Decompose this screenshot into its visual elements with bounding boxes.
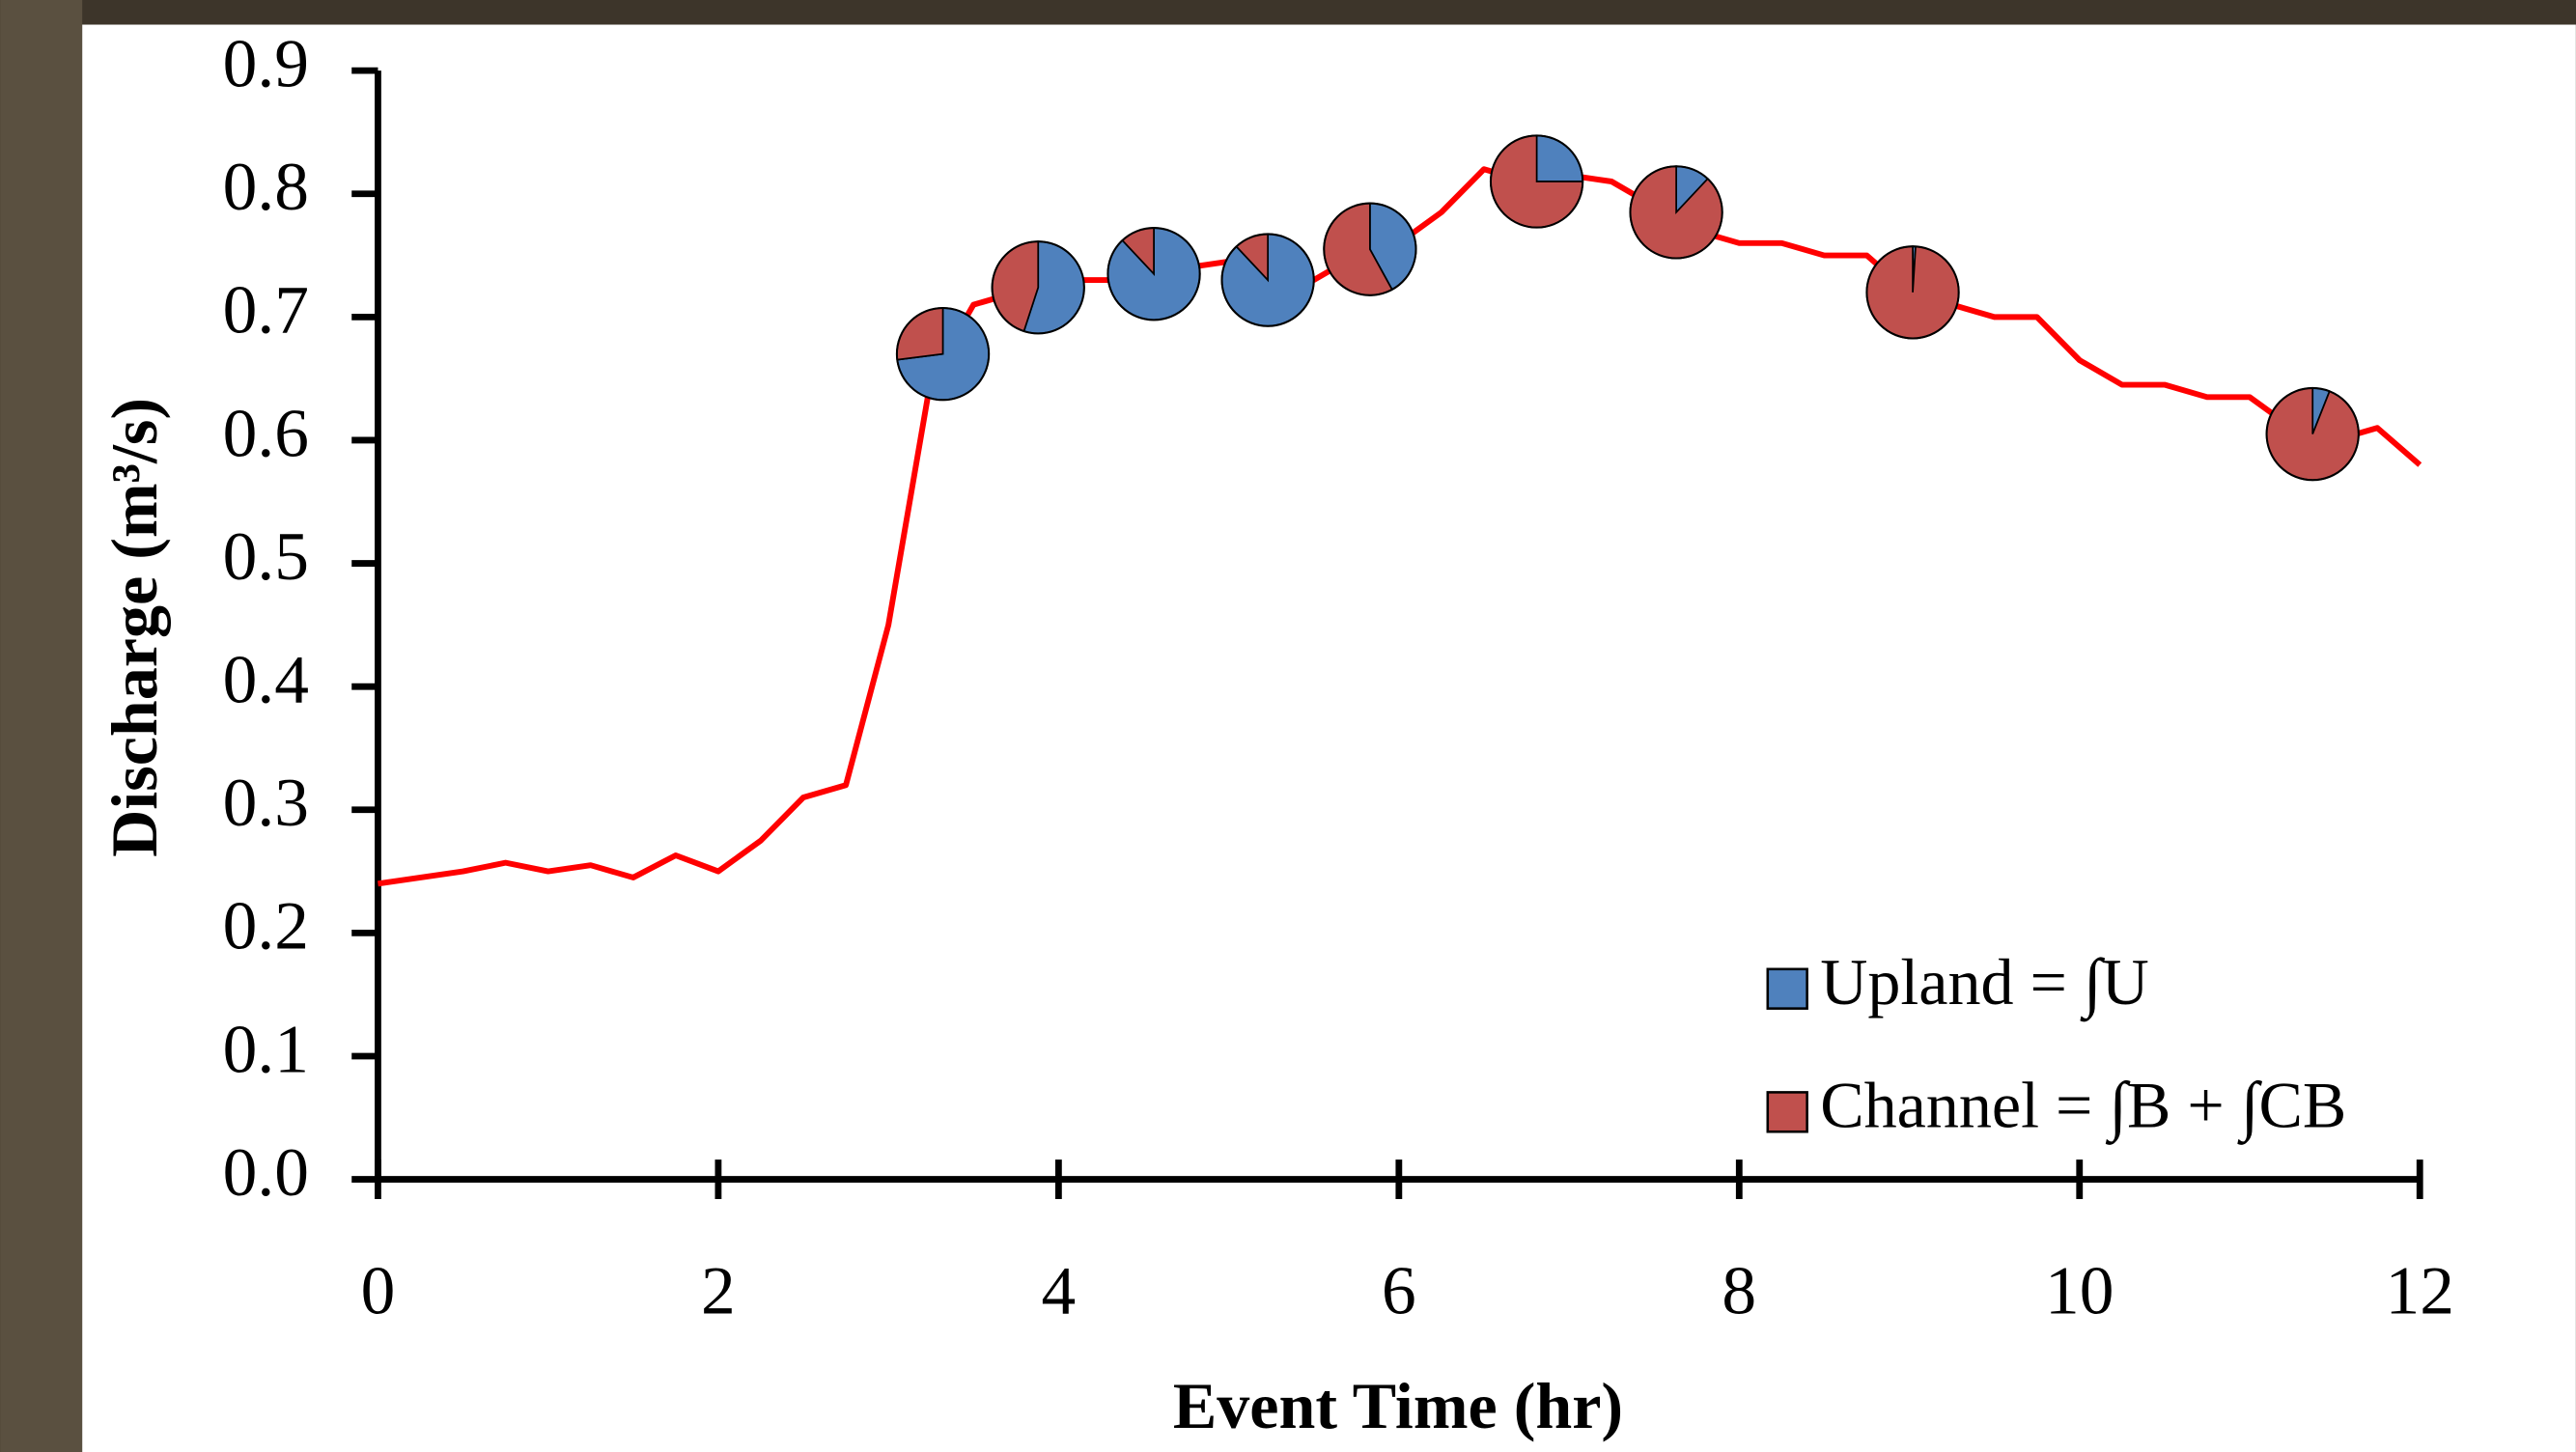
x-tick-label: 6 (1382, 1252, 1416, 1328)
pie-position (991, 240, 1085, 335)
pie-position (1220, 233, 1315, 327)
legend-label: Channel = ∫B + ∫CB (1820, 1068, 2346, 1145)
pie (1865, 245, 1960, 340)
legend-swatch (1766, 1091, 1808, 1133)
x-tick-label: 2 (701, 1252, 736, 1328)
pie-position (1323, 202, 1417, 296)
y-tick-label: 0.7 (223, 272, 309, 349)
pie-position (895, 306, 991, 402)
x-tick-label: 4 (1042, 1252, 1077, 1328)
y-tick-label: 0.5 (223, 518, 309, 595)
y-tick-label: 0.8 (223, 149, 309, 225)
pie-position (1106, 227, 1201, 321)
y-tick-label: 0.1 (223, 1011, 309, 1087)
x-tick-label: 10 (2045, 1252, 2114, 1328)
y-tick-label: 0.0 (223, 1134, 309, 1211)
legend: Upland = ∫U Channel = ∫B + ∫CB (1766, 945, 2346, 1145)
y-tick-label: 0.9 (223, 26, 309, 102)
pie (991, 240, 1085, 335)
pie-position (1865, 245, 1960, 340)
y-tick-label: 0.2 (223, 888, 309, 964)
legend-swatch (1766, 967, 1808, 1010)
pie (2265, 386, 2360, 482)
pie (1489, 134, 1584, 229)
x-tick-label: 0 (361, 1252, 396, 1328)
y-tick-label: 0.6 (223, 395, 309, 471)
y-axis-title: Discharge (m³/s) (98, 398, 171, 857)
x-axis-title: Event Time (hr) (1173, 1369, 1623, 1442)
pie-position (1489, 134, 1584, 229)
x-tick-label: 12 (2386, 1252, 2454, 1328)
photo-strip (0, 0, 83, 1452)
pie (1106, 227, 1201, 321)
pie-position (2265, 386, 2360, 482)
x-tick-label: 8 (1722, 1252, 1756, 1328)
pie (1629, 165, 1723, 260)
y-tick-label: 0.4 (223, 642, 309, 718)
pie-position (1629, 165, 1723, 260)
pie (1220, 233, 1315, 327)
legend-label: Upland = ∫U (1820, 945, 2149, 1022)
y-tick-label: 0.3 (223, 765, 309, 841)
pie (895, 306, 991, 402)
pie (1323, 202, 1417, 296)
